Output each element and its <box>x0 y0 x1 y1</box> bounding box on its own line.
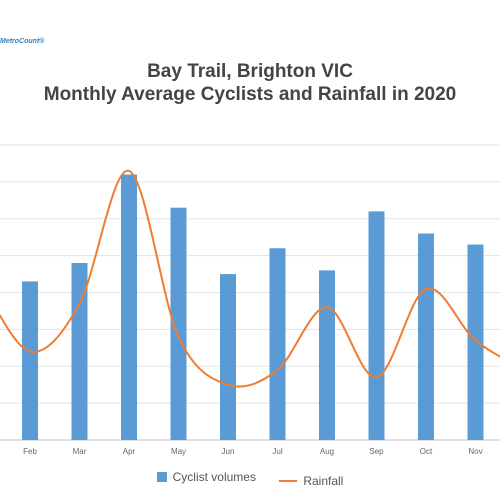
bar-mar <box>71 263 88 440</box>
legend-item-cyclists: Cyclist volumes <box>156 470 256 484</box>
bar-apr <box>121 174 137 440</box>
x-tick-label: May <box>171 447 186 456</box>
legend-label-cyclists: Cyclist volumes <box>172 470 256 484</box>
bar-aug <box>319 270 335 440</box>
legend-swatch-bar <box>156 472 167 482</box>
metrocount-logo: MetroCount® <box>0 38 45 45</box>
bar-series <box>22 174 484 440</box>
bar-jul <box>269 248 286 440</box>
x-tick-label: Nov <box>468 447 482 456</box>
x-tick-label: Jul <box>272 447 282 456</box>
legend: Cyclist volumes Rainfall <box>0 470 500 488</box>
chart-title: Bay Trail, Brighton VIC Monthly Average … <box>0 60 500 106</box>
x-tick-label: Mar <box>73 447 87 456</box>
bar-jun <box>220 274 236 440</box>
x-tick-label: Aug <box>320 447 334 456</box>
bar-may <box>170 207 187 440</box>
x-tick-label: Apr <box>123 447 136 456</box>
x-tick-label: Jun <box>222 447 235 456</box>
legend-item-rainfall: Rainfall <box>279 474 343 488</box>
legend-label-rainfall: Rainfall <box>303 474 344 488</box>
bar-oct <box>418 233 434 440</box>
rainfall-line <box>0 169 500 388</box>
x-tick-label: Oct <box>420 447 433 456</box>
x-axis-ticks: Feb Mar Apr May Jun Jul Aug Sep Oct Nov <box>23 447 483 456</box>
bar-sep <box>368 211 385 440</box>
legend-swatch-line <box>279 480 298 482</box>
line-series <box>0 169 500 388</box>
chart-title-line-1: Bay Trail, Brighton VIC <box>147 61 353 82</box>
x-tick-label: Feb <box>23 447 37 456</box>
bar-feb <box>22 281 38 440</box>
bar-nov <box>467 244 484 440</box>
chart-title-line-2: Monthly Average Cyclists and Rainfall in… <box>43 84 457 105</box>
gridlines <box>0 144 500 441</box>
x-tick-label: Sep <box>369 447 384 456</box>
